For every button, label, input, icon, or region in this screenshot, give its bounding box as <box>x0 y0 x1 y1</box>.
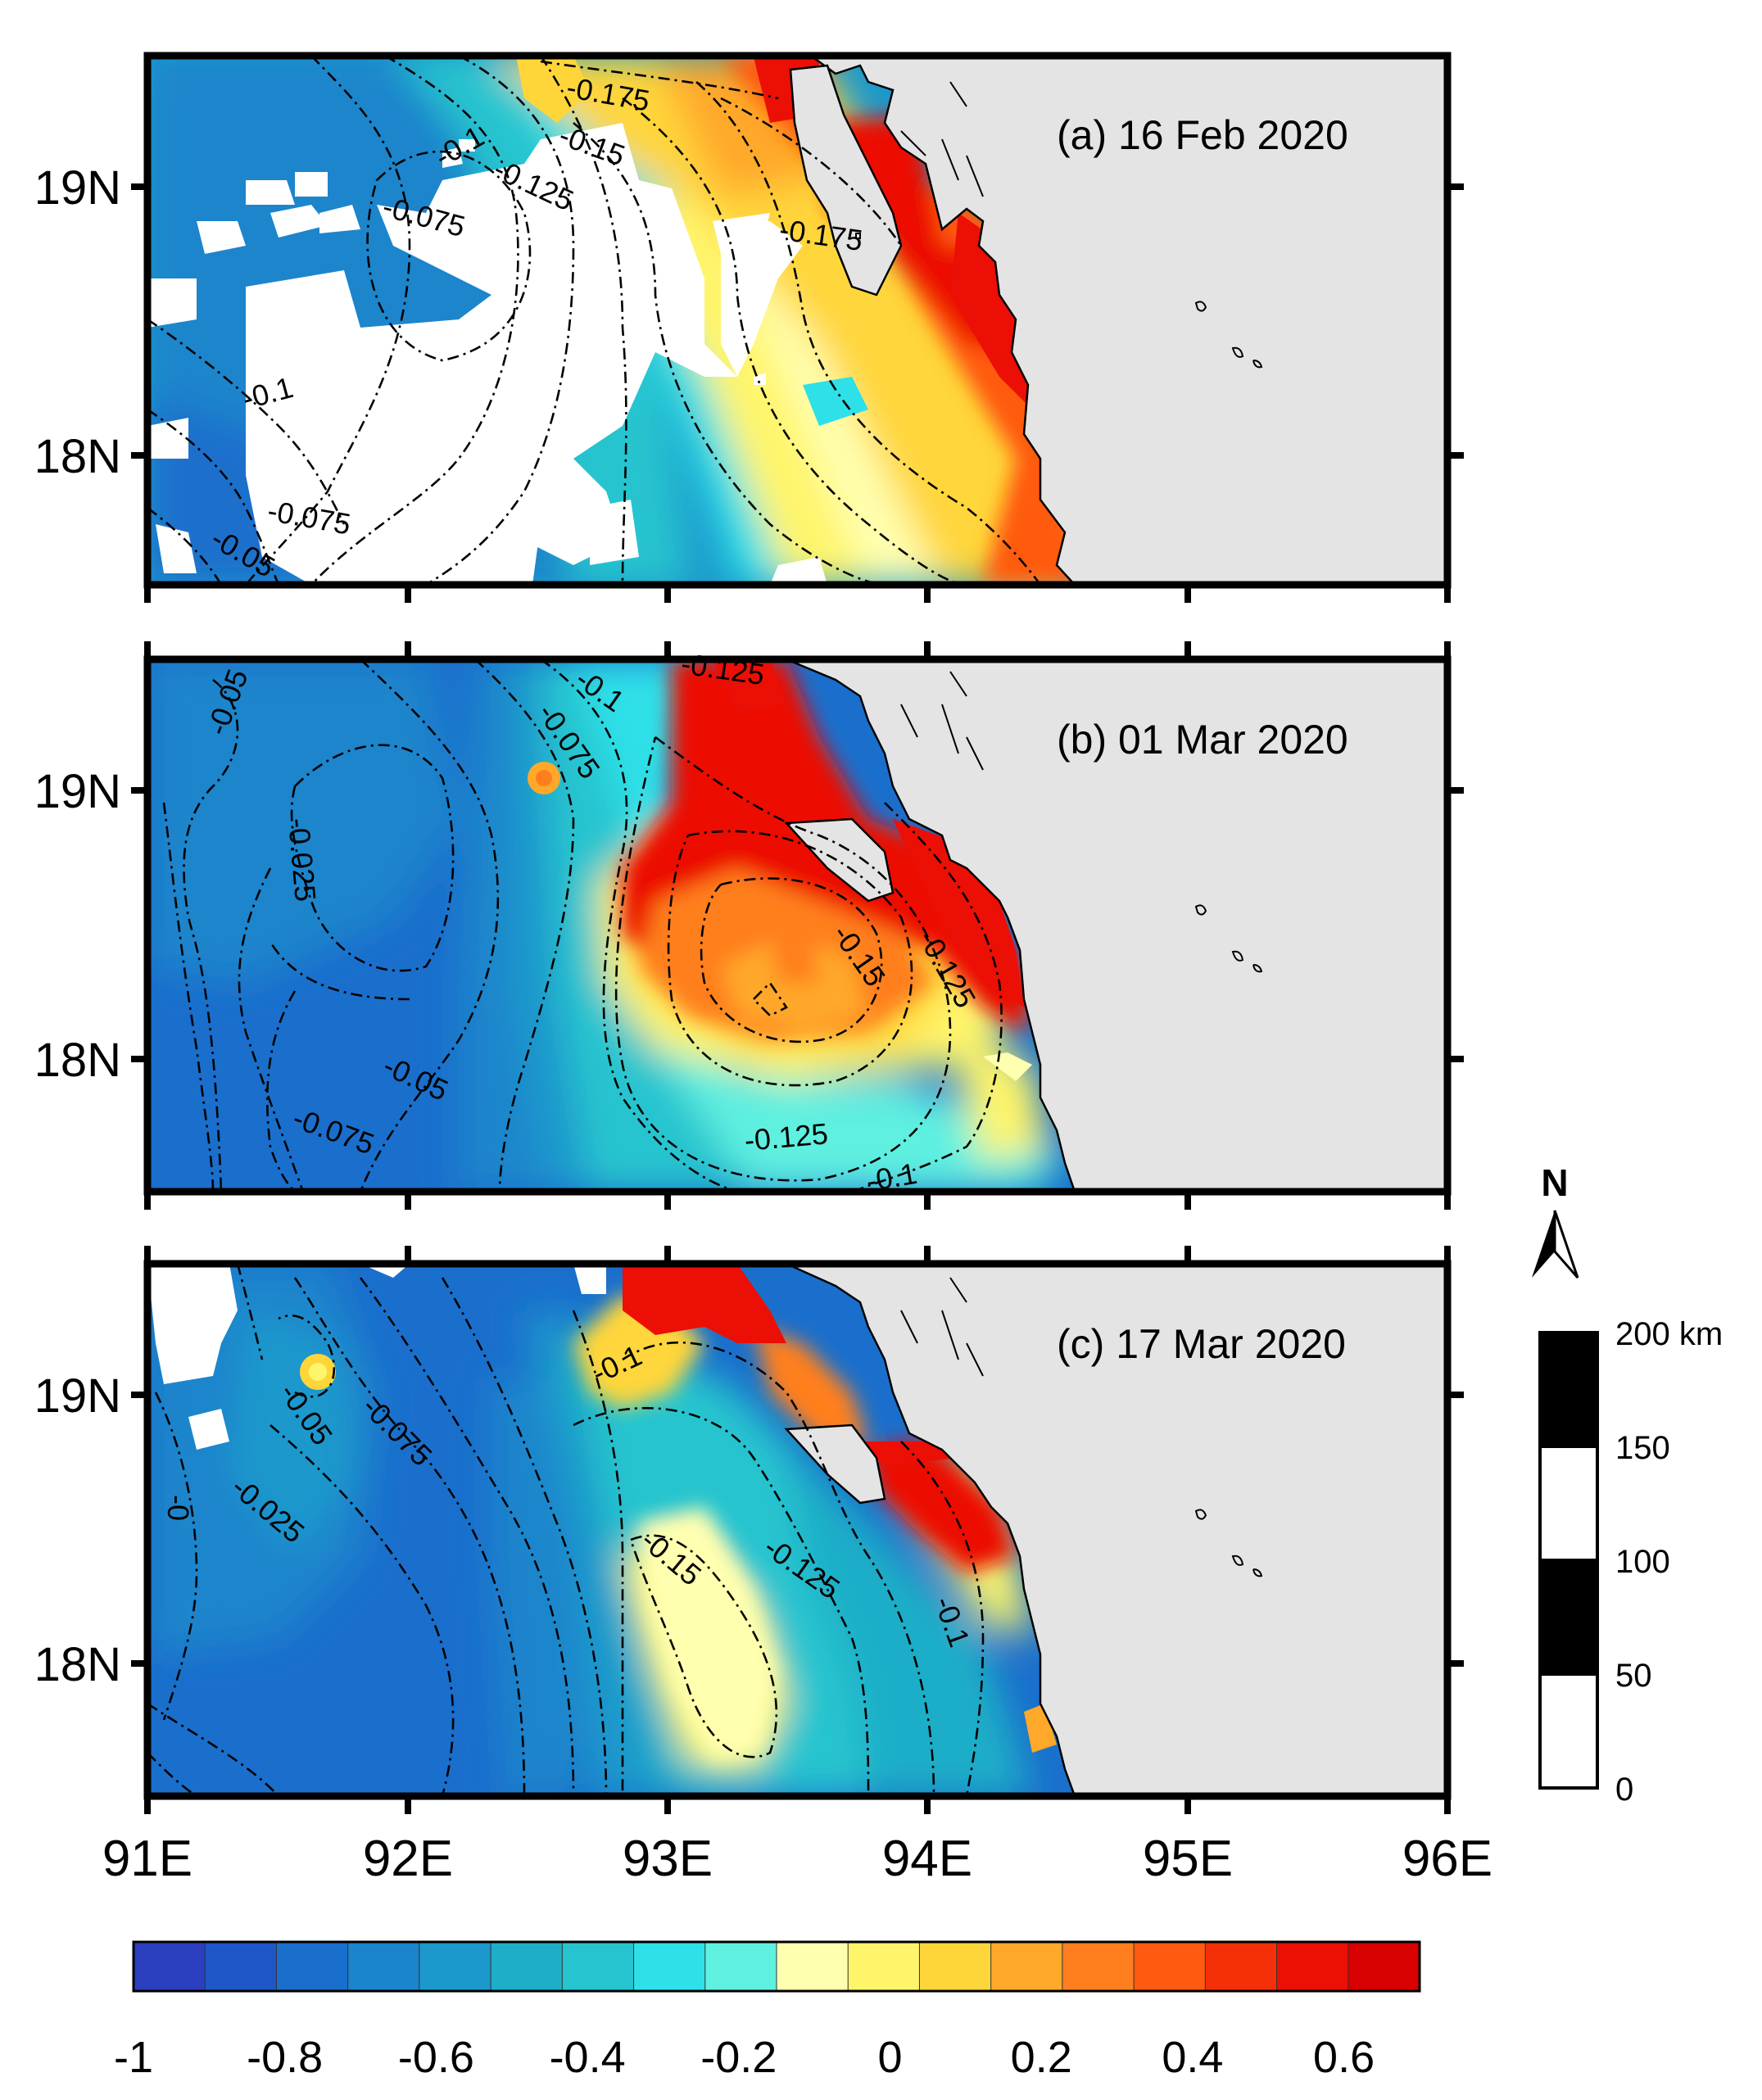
colorbar-cell <box>204 1941 278 1992</box>
scale-label: 0 <box>1615 1772 1633 1808</box>
colorbar-tick-label: -0.4 <box>550 2033 626 2082</box>
colorbar-tick-label: -1 <box>114 2033 153 2082</box>
panel-c-contours <box>147 1264 985 1796</box>
panel-c-island <box>784 1423 886 1505</box>
lat-label: 19N <box>34 765 121 818</box>
panel-c-no-data <box>147 1264 606 1450</box>
panel-b-field <box>147 659 1447 1192</box>
lat-label: 18N <box>34 1034 121 1087</box>
scale-bar-labels: 200 km 150 100 50 0 <box>1615 1316 1723 1808</box>
panel-a <box>131 52 1464 603</box>
panel-c-frame <box>143 1260 1452 1800</box>
lon-label: 91E <box>102 1831 193 1887</box>
colorbar-cell <box>847 1941 921 1992</box>
panel-a-land <box>809 56 1447 585</box>
panel-c-land <box>786 1264 1447 1796</box>
colorbar-cell <box>704 1941 778 1992</box>
panel-b-frame <box>143 655 1452 1196</box>
colorbar-cell <box>1062 1941 1135 1992</box>
colorbar-tick-label: -0.6 <box>398 2033 474 2082</box>
colorbar-cell <box>1204 1941 1278 1992</box>
lat-label: 19N <box>34 1369 121 1423</box>
scale-label: 150 <box>1615 1430 1670 1466</box>
panel-a-field <box>147 56 1447 585</box>
contour-label: -0.025 <box>282 817 323 903</box>
colorbar-cell <box>419 1941 492 1992</box>
lon-label: 95E <box>1143 1831 1233 1887</box>
colorbar-tick-label: -0.8 <box>247 2033 323 2082</box>
panel-c-ticks <box>131 1246 1464 1814</box>
panel-c <box>131 1246 1464 1814</box>
colorbar-tick-label: 0 <box>877 2033 902 2082</box>
colorbar-tick-label: -0.2 <box>700 2033 777 2082</box>
panel-b-island <box>784 817 895 903</box>
panel-b-contours <box>162 659 1003 1192</box>
panel-b-land <box>786 659 1447 1192</box>
panel-c-title: (c) 17 Mar 2020 <box>1057 1321 1346 1367</box>
colorbar-frame <box>132 1940 1421 1993</box>
lat-labels: 19N 18N 19N 18N 19N 18N <box>34 161 121 1691</box>
north-arrow: N <box>1532 1161 1579 1279</box>
scale-label: 50 <box>1615 1658 1652 1694</box>
colorbar-cell <box>1276 1941 1349 1992</box>
colorbar-cell <box>347 1941 420 1992</box>
panel-a-frame <box>143 52 1452 589</box>
colorbar: -1 -0.8 -0.6 -0.4 -0.2 0 0.2 0.4 0.6 <box>114 1940 1421 2082</box>
lat-label: 18N <box>34 430 121 483</box>
panel-a-contours <box>147 56 1042 585</box>
panel-a-title: (a) 16 Feb 2020 <box>1057 112 1348 158</box>
lon-label: 94E <box>882 1831 972 1887</box>
contour-label: -0 <box>161 1495 195 1521</box>
contour-label: -0.125 <box>743 1116 829 1157</box>
lon-label: 92E <box>363 1831 453 1887</box>
panel-a-coast-detail <box>855 81 1263 369</box>
lat-label: 19N <box>34 161 121 215</box>
colorbar-tick-label: 0.6 <box>1313 2033 1375 2082</box>
panel-a-ticks <box>131 183 1464 603</box>
colorbar-cell <box>918 1941 992 1992</box>
colorbar-cell <box>561 1941 635 1992</box>
colorbar-cell <box>990 1941 1063 1992</box>
scale-label: 100 <box>1615 1544 1670 1580</box>
colorbar-cell <box>490 1941 564 1992</box>
scale-bar: 200 km 150 100 50 0 <box>1538 1316 1723 1808</box>
lon-labels: 91E 92E 93E 94E 95E 96E <box>102 1831 1492 1887</box>
north-label: N <box>1541 1161 1568 1204</box>
colorbar-labels: -1 -0.8 -0.6 -0.4 -0.2 0 0.2 0.4 0.6 <box>114 2033 1375 2082</box>
colorbar-cell <box>275 1941 349 1992</box>
colorbar-tick-label: 0.4 <box>1162 2033 1223 2082</box>
panel-c-field <box>147 1264 1447 1796</box>
north-arrow-icon <box>1532 1211 1555 1278</box>
lat-label: 18N <box>34 1638 121 1691</box>
panel-a-island <box>789 64 903 296</box>
panel-c-coast-detail <box>900 1277 1263 1577</box>
colorbar-cell <box>133 1941 206 1992</box>
panel-b-coast-detail <box>900 671 1263 973</box>
scale-label: 200 km <box>1615 1316 1723 1352</box>
colorbar-cell <box>633 1941 706 1992</box>
colorbar-cell <box>1348 1941 1421 1992</box>
colorbar-cell <box>776 1941 849 1992</box>
panel-b-title: (b) 01 Mar 2020 <box>1057 717 1348 763</box>
panel-b <box>131 641 1464 1210</box>
colorbar-cells <box>133 1941 1421 1992</box>
colorbar-tick-label: 0.2 <box>1011 2033 1072 2082</box>
colorbar-cell <box>1133 1941 1207 1992</box>
panel-b-ticks <box>131 641 1464 1210</box>
lon-label: 96E <box>1402 1831 1492 1887</box>
lon-label: 93E <box>623 1831 713 1887</box>
